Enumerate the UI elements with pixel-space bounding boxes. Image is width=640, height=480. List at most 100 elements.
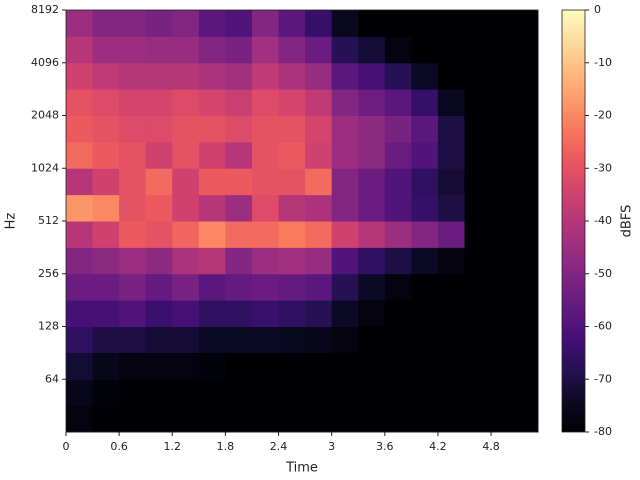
cell xyxy=(251,273,280,301)
cell xyxy=(517,10,539,37)
x-axis-title: Time xyxy=(285,461,318,476)
cell xyxy=(411,36,439,64)
cell xyxy=(119,168,147,196)
cell xyxy=(517,406,539,433)
cell xyxy=(411,115,439,143)
cell xyxy=(251,36,280,64)
cell xyxy=(92,141,120,169)
cell xyxy=(411,168,439,196)
cell xyxy=(198,247,226,275)
cell xyxy=(278,194,306,222)
cell xyxy=(384,247,412,275)
colorbar-tick-label: -50 xyxy=(594,267,612,280)
colorbar-title: dBFS xyxy=(620,205,635,238)
colorbar-tick-label: -60 xyxy=(594,320,612,333)
cell xyxy=(225,406,253,433)
cell xyxy=(251,379,280,407)
cell xyxy=(198,221,226,248)
cell xyxy=(384,141,412,169)
cell xyxy=(225,36,253,64)
cell xyxy=(491,406,519,433)
cell xyxy=(251,115,280,143)
cell xyxy=(198,89,226,116)
cell xyxy=(437,194,465,222)
cell xyxy=(384,300,412,327)
cell xyxy=(437,62,465,90)
cell xyxy=(437,141,465,169)
cell xyxy=(305,10,333,37)
cell xyxy=(411,352,439,380)
cell xyxy=(92,326,120,353)
cell xyxy=(491,326,519,353)
cell xyxy=(437,36,465,64)
cell xyxy=(437,115,465,143)
cell xyxy=(251,221,280,248)
cell xyxy=(464,300,492,327)
cell xyxy=(66,273,94,301)
cell xyxy=(66,36,94,64)
cell xyxy=(172,326,200,353)
cell xyxy=(491,115,519,143)
cell xyxy=(411,194,439,222)
cell xyxy=(172,62,200,90)
cell xyxy=(198,10,226,37)
cell xyxy=(92,36,120,64)
cell xyxy=(119,141,147,169)
cell xyxy=(278,89,306,116)
cell xyxy=(384,115,412,143)
cell xyxy=(305,300,333,327)
cell xyxy=(437,406,465,433)
cell xyxy=(119,36,147,64)
cell xyxy=(464,62,492,90)
cell xyxy=(92,115,120,143)
cell xyxy=(172,89,200,116)
x-tick-label: 3 xyxy=(328,440,335,453)
cell xyxy=(172,10,200,37)
cell xyxy=(384,221,412,248)
cell xyxy=(198,300,226,327)
colorbar-tick-label: -20 xyxy=(594,109,612,122)
cell xyxy=(66,247,94,275)
cell xyxy=(278,273,306,301)
cell xyxy=(305,62,333,90)
cell xyxy=(305,194,333,222)
y-tick-label: 2048 xyxy=(31,109,59,122)
cell xyxy=(464,379,492,407)
cell xyxy=(305,326,333,353)
x-tick-label: 4.2 xyxy=(429,440,447,453)
cell xyxy=(251,141,280,169)
cell xyxy=(331,115,359,143)
cell xyxy=(437,10,465,37)
cell xyxy=(145,406,173,433)
cell xyxy=(331,141,359,169)
cell xyxy=(464,406,492,433)
cell xyxy=(517,352,539,380)
y-tick-label: 64 xyxy=(45,372,59,385)
cell xyxy=(172,221,200,248)
cell xyxy=(358,62,386,90)
cell xyxy=(384,273,412,301)
cell xyxy=(517,326,539,353)
cell xyxy=(437,89,465,116)
cell xyxy=(225,273,253,301)
cell xyxy=(384,89,412,116)
cell xyxy=(331,36,359,64)
cell xyxy=(172,247,200,275)
cell xyxy=(305,168,333,196)
cell xyxy=(384,379,412,407)
cell xyxy=(198,141,226,169)
cell xyxy=(92,247,120,275)
cell xyxy=(251,10,280,37)
cell xyxy=(491,247,519,275)
cell xyxy=(92,62,120,90)
colorbar-tick-label: -30 xyxy=(594,161,612,174)
cell xyxy=(145,326,173,353)
cell xyxy=(517,247,539,275)
cell xyxy=(172,273,200,301)
cell xyxy=(491,352,519,380)
cell xyxy=(145,221,173,248)
cell xyxy=(358,379,386,407)
cell xyxy=(225,141,253,169)
cell xyxy=(225,115,253,143)
